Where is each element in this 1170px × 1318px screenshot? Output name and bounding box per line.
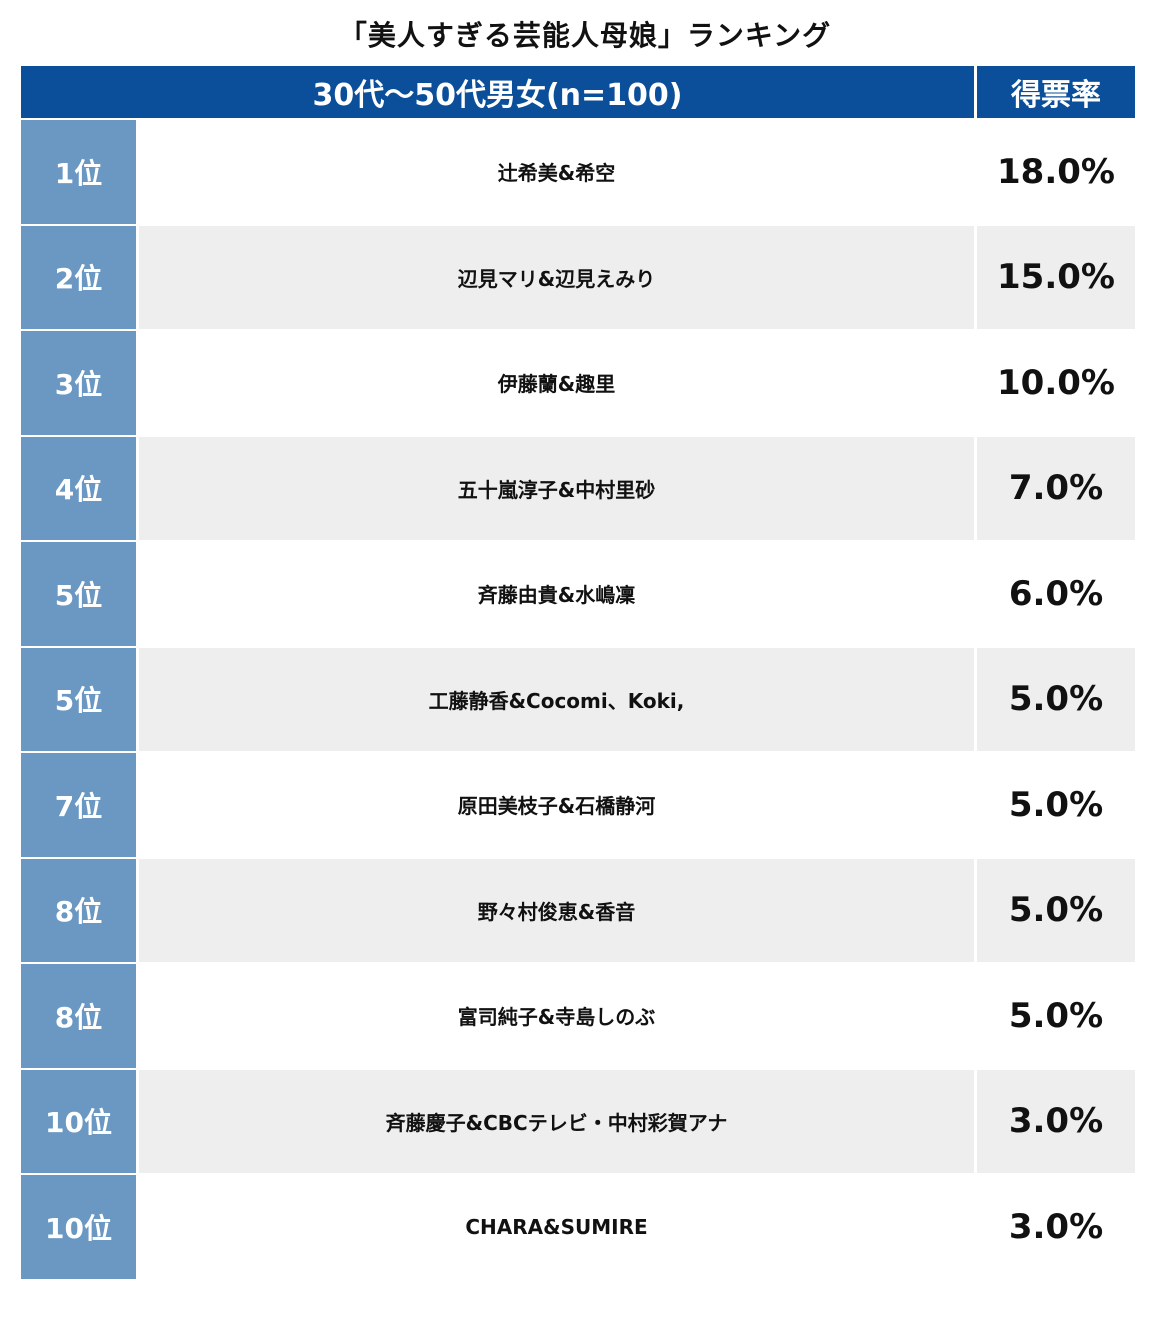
table-row: 2位 辺見マリ&辺見えみり 15.0% bbox=[21, 225, 1135, 331]
rate-cell: 15.0% bbox=[977, 225, 1135, 329]
table-header: 30代〜50代男女(n=100) 得票率 bbox=[21, 66, 1135, 120]
rate-cell: 3.0% bbox=[977, 1175, 1135, 1279]
name-cell: 斉藤由貴&水嶋凜 bbox=[139, 542, 977, 646]
rate-cell: 5.0% bbox=[977, 753, 1135, 857]
rank-cell: 3位 bbox=[21, 331, 139, 435]
rank-cell: 4位 bbox=[21, 436, 139, 540]
name-cell: 原田美枝子&石橋静河 bbox=[139, 753, 977, 857]
table-row: 4位 五十嵐淳子&中村里砂 7.0% bbox=[21, 436, 1135, 542]
rank-cell: 5位 bbox=[21, 542, 139, 646]
table-body: 1位 辻希美&希空 18.0% 2位 辺見マリ&辺見えみり 15.0% 3位 伊藤蘭&趣里 10… bbox=[21, 120, 1135, 1281]
rank-cell: 8位 bbox=[21, 964, 139, 1068]
name-cell: 五十嵐淳子&中村里砂 bbox=[139, 436, 977, 540]
chart-title: 「美人すぎる芸能人母娘」ランキング bbox=[338, 19, 832, 52]
rank-cell: 7位 bbox=[21, 753, 139, 857]
table-row: 1位 辻希美&希空 18.0% bbox=[21, 120, 1135, 226]
rate-cell: 18.0% bbox=[977, 120, 1135, 224]
table-row: 10位 CHARA&SUMIRE 3.0% bbox=[21, 1175, 1135, 1281]
rank-cell: 1位 bbox=[21, 120, 139, 224]
name-cell: CHARA&SUMIRE bbox=[139, 1175, 977, 1279]
name-cell: 工藤静香&Cocomi、Koki, bbox=[139, 647, 977, 751]
header-rate-label: 得票率 bbox=[1011, 78, 1101, 113]
rank-cell: 10位 bbox=[21, 1175, 139, 1279]
name-cell: 野々村俊恵&香音 bbox=[139, 858, 977, 962]
rank-cell: 10位 bbox=[21, 1069, 139, 1173]
table-row: 5位 工藤静香&Cocomi、Koki, 5.0% bbox=[21, 647, 1135, 753]
table-row: 10位 斉藤慶子&CBCテレビ・中村彩賀アナ 3.0% bbox=[21, 1069, 1135, 1175]
rate-cell: 5.0% bbox=[977, 858, 1135, 962]
rank-cell: 2位 bbox=[21, 225, 139, 329]
name-cell: 斉藤慶子&CBCテレビ・中村彩賀アナ bbox=[139, 1069, 977, 1173]
rate-cell: 10.0% bbox=[977, 331, 1135, 435]
name-cell: 辺見マリ&辺見えみり bbox=[139, 225, 977, 329]
ranking-table: 30代〜50代男女(n=100) 得票率 1位 辻希美&希空 18.0% 2位 辺見マリ… bbox=[21, 66, 1135, 1281]
rate-cell: 6.0% bbox=[977, 542, 1135, 646]
rate-cell: 5.0% bbox=[977, 964, 1135, 1068]
name-cell: 辻希美&希空 bbox=[139, 120, 977, 224]
name-cell: 伊藤蘭&趣里 bbox=[139, 331, 977, 435]
table-row: 8位 野々村俊恵&香音 5.0% bbox=[21, 858, 1135, 964]
name-cell: 富司純子&寺島しのぶ bbox=[139, 964, 977, 1068]
header-group-label: 30代〜50代男女(n=100) bbox=[21, 66, 977, 118]
rate-cell: 7.0% bbox=[977, 436, 1135, 540]
table-row: 5位 斉藤由貴&水嶋凜 6.0% bbox=[21, 542, 1135, 648]
rank-cell: 5位 bbox=[21, 647, 139, 751]
table-row: 3位 伊藤蘭&趣里 10.0% bbox=[21, 331, 1135, 437]
rate-cell: 5.0% bbox=[977, 647, 1135, 751]
rank-cell: 8位 bbox=[21, 858, 139, 962]
table-row: 8位 富司純子&寺島しのぶ 5.0% bbox=[21, 964, 1135, 1070]
rate-cell: 3.0% bbox=[977, 1069, 1135, 1173]
table-row: 7位 原田美枝子&石橋静河 5.0% bbox=[21, 753, 1135, 859]
